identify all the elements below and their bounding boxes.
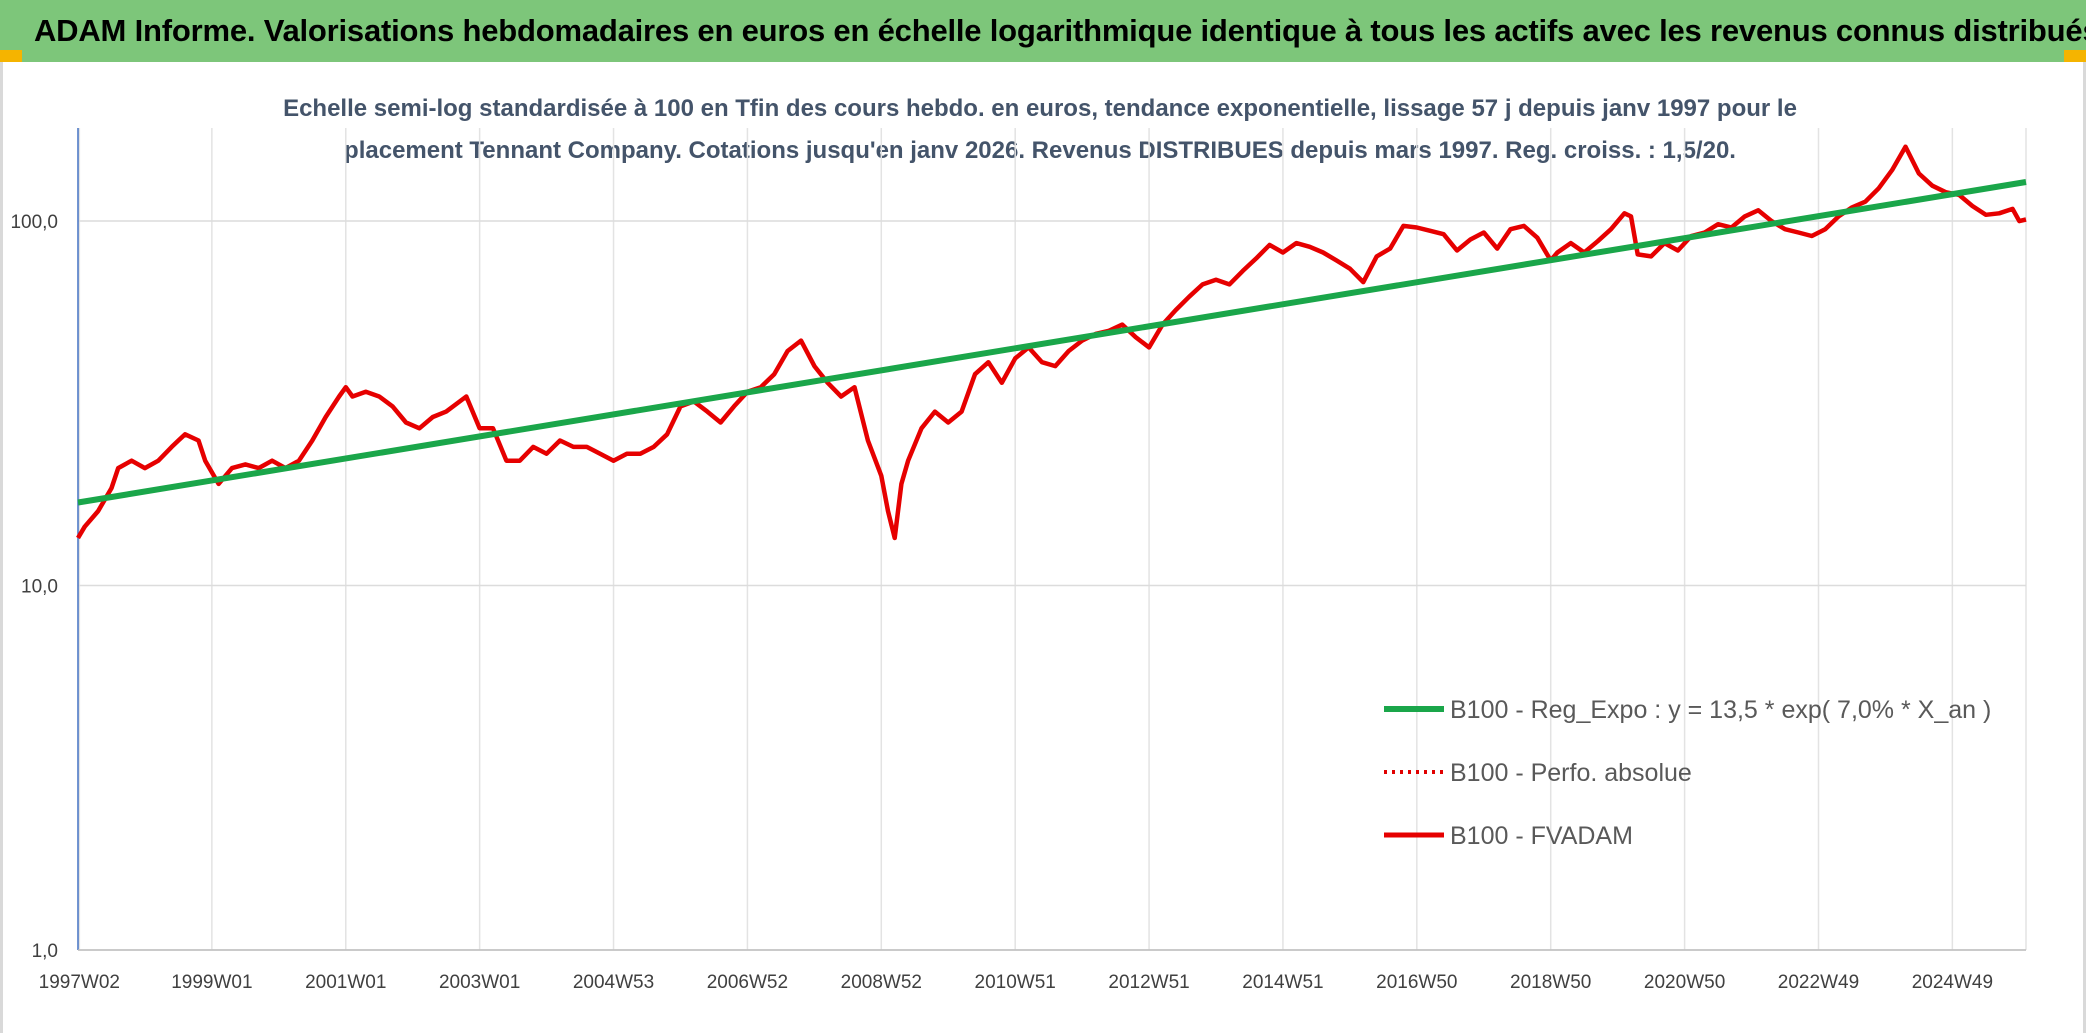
gridlines bbox=[78, 128, 2027, 951]
legend-item-reg-expo: B100 - Reg_Expo : y = 13,5 * exp( 7,0% *… bbox=[1384, 696, 1991, 724]
x-tick-label: 2014W51 bbox=[1242, 972, 1323, 993]
x-tick-label: 2012W51 bbox=[1108, 972, 1189, 993]
x-tick-label: 2016W50 bbox=[1376, 972, 1457, 993]
x-tick-label: 2006W52 bbox=[707, 972, 788, 993]
corner-marker-right bbox=[2064, 50, 2086, 62]
legend-label: B100 - Perfo. absolue bbox=[1450, 759, 1692, 787]
y-axis-ticks: 100,0 10,0 1,0 bbox=[10, 212, 58, 962]
x-tick-label: 1997W02 bbox=[39, 972, 120, 993]
x-tick-label: 2008W52 bbox=[841, 972, 922, 993]
y-tick-label: 100,0 bbox=[10, 212, 58, 233]
legend-item-perfo-absolue: B100 - Perfo. absolue bbox=[1384, 759, 1692, 787]
legend: B100 - Reg_Expo : y = 13,5 * exp( 7,0% *… bbox=[1384, 696, 1991, 850]
x-tick-label: 2010W51 bbox=[975, 972, 1056, 993]
chart-title-line-1: Echelle semi-log standardisée à 100 en T… bbox=[283, 95, 1797, 122]
x-tick-label: 2022W49 bbox=[1778, 972, 1859, 993]
axes bbox=[77, 128, 2026, 951]
x-axis-ticks: 1997W02 1999W01 2001W01 2003W01 2004W53 2006W… bbox=[39, 972, 1993, 993]
legend-item-fvadam: B100 - FVADAM bbox=[1384, 822, 1633, 850]
x-tick-label: 2024W49 bbox=[1912, 972, 1993, 993]
legend-label: B100 - Reg_Expo : y = 13,5 * exp( 7,0% *… bbox=[1450, 696, 1991, 724]
series-line-reg-expo bbox=[77, 179, 2027, 506]
x-tick-label: 2001W01 bbox=[305, 972, 386, 993]
x-tick-label: 2004W53 bbox=[573, 972, 654, 993]
legend-label: B100 - FVADAM bbox=[1450, 822, 1633, 850]
y-tick-label: 1,0 bbox=[32, 941, 58, 962]
y-tick-label: 10,0 bbox=[21, 577, 58, 598]
x-tick-label: 2003W01 bbox=[439, 972, 520, 993]
series-layer bbox=[76, 144, 2027, 541]
x-tick-label: 2018W50 bbox=[1510, 972, 1591, 993]
report-banner: ADAM Informe. Valorisations hebdomadaire… bbox=[0, 0, 2086, 62]
chart-title-line-2: placement Tennant Company. Cotations jus… bbox=[344, 137, 1736, 164]
report-title: ADAM Informe. Valorisations hebdomadaire… bbox=[34, 13, 2086, 48]
corner-marker-left bbox=[0, 50, 22, 62]
x-tick-label: 2020W50 bbox=[1644, 972, 1725, 993]
x-tick-label: 1999W01 bbox=[171, 972, 252, 993]
chart-frame bbox=[0, 62, 2086, 1033]
